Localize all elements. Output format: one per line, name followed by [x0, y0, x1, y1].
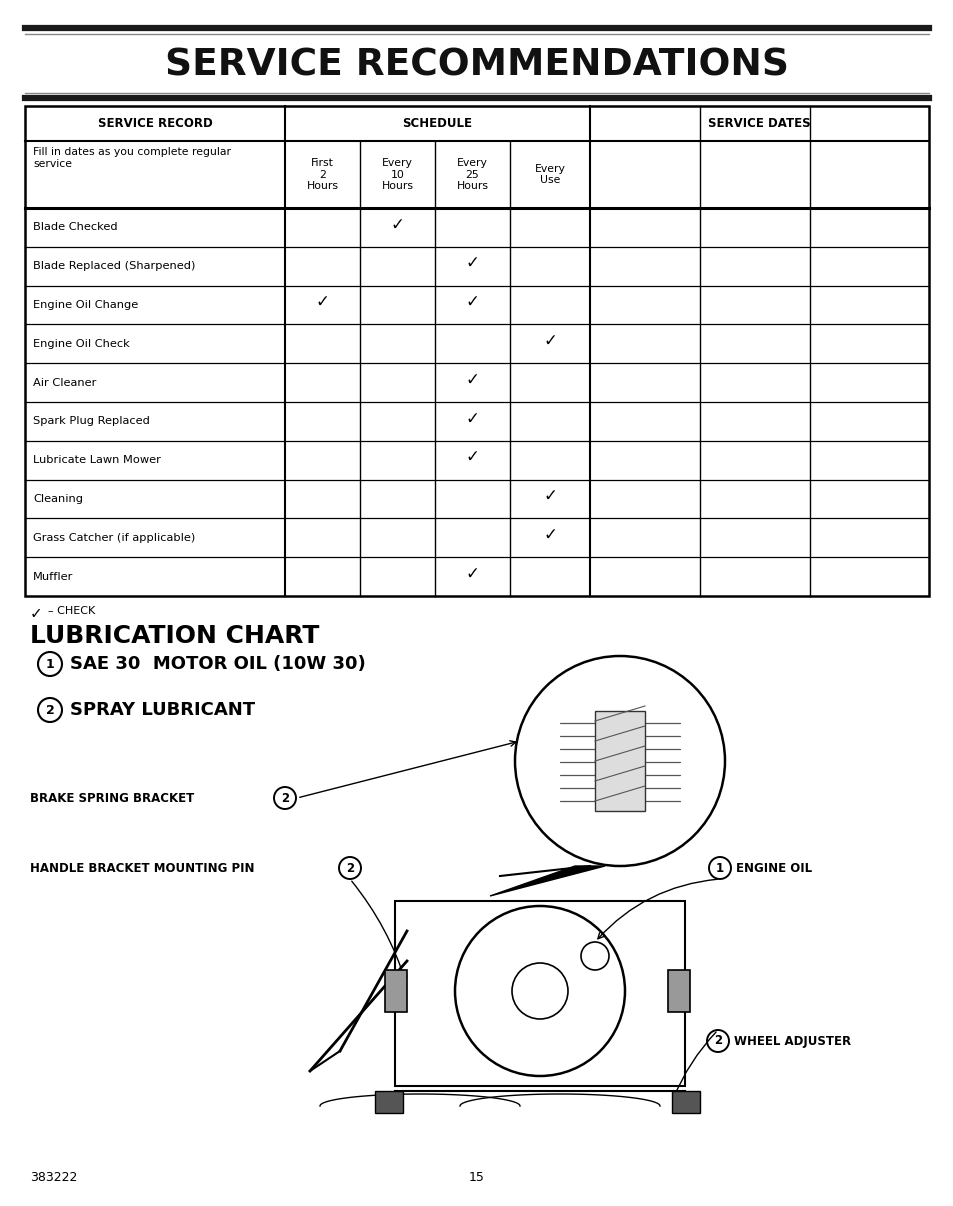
- Text: ✓: ✓: [315, 293, 329, 311]
- Text: 1: 1: [46, 657, 54, 671]
- Text: First
2
Hours: First 2 Hours: [306, 158, 338, 191]
- Text: ✓: ✓: [465, 370, 479, 388]
- Text: Every
10
Hours: Every 10 Hours: [381, 158, 413, 191]
- Text: Blade Replaced (Sharpened): Blade Replaced (Sharpened): [33, 262, 195, 271]
- Text: WHEEL ADJUSTER: WHEEL ADJUSTER: [733, 1035, 850, 1048]
- Text: ✓: ✓: [30, 605, 43, 621]
- Text: SERVICE RECORD: SERVICE RECORD: [97, 117, 213, 130]
- Text: SCHEDULE: SCHEDULE: [402, 117, 472, 130]
- Bar: [25, 106, 928, 596]
- Text: Engine Oil Change: Engine Oil Change: [33, 300, 138, 310]
- Text: SERVICE RECOMMENDATIONS: SERVICE RECOMMENDATIONS: [165, 48, 788, 84]
- Text: SERVICE DATES: SERVICE DATES: [707, 117, 810, 130]
- Text: SPRAY LUBRICANT: SPRAY LUBRICANT: [70, 701, 254, 719]
- Bar: [395, 901, 684, 1085]
- Text: ✓: ✓: [390, 216, 404, 234]
- Text: Spark Plug Replaced: Spark Plug Replaced: [33, 416, 150, 427]
- Text: 2: 2: [280, 791, 289, 804]
- Circle shape: [515, 656, 724, 866]
- Text: ✓: ✓: [542, 487, 557, 505]
- Text: Muffler: Muffler: [33, 572, 73, 581]
- Text: Lubricate Lawn Mower: Lubricate Lawn Mower: [33, 455, 161, 466]
- Text: Every
Use: Every Use: [534, 164, 565, 186]
- Bar: [667, 970, 689, 1012]
- Text: SAE 30  MOTOR OIL (10W 30): SAE 30 MOTOR OIL (10W 30): [70, 655, 365, 673]
- Bar: [375, 1091, 402, 1113]
- Text: Every
25
Hours: Every 25 Hours: [456, 158, 488, 191]
- Text: 2: 2: [346, 861, 354, 874]
- Text: Engine Oil Check: Engine Oil Check: [33, 339, 130, 349]
- Text: 2: 2: [46, 703, 54, 716]
- Circle shape: [580, 942, 608, 970]
- Text: Air Cleaner: Air Cleaner: [33, 377, 96, 387]
- Text: LUBRICATION CHART: LUBRICATION CHART: [30, 624, 319, 648]
- Text: – CHECK: – CHECK: [48, 605, 95, 616]
- Text: Blade Checked: Blade Checked: [33, 222, 117, 233]
- Text: HANDLE BRACKET MOUNTING PIN: HANDLE BRACKET MOUNTING PIN: [30, 861, 254, 874]
- Text: ✓: ✓: [542, 332, 557, 350]
- Text: ✓: ✓: [465, 449, 479, 467]
- Text: ENGINE OIL: ENGINE OIL: [735, 861, 811, 874]
- Text: ✓: ✓: [465, 293, 479, 311]
- Text: Fill in dates as you complete regular
service: Fill in dates as you complete regular se…: [33, 147, 231, 169]
- Text: BRAKE SPRING BRACKET: BRAKE SPRING BRACKET: [30, 791, 194, 804]
- Text: Cleaning: Cleaning: [33, 494, 83, 504]
- Text: Grass Catcher (if applicable): Grass Catcher (if applicable): [33, 533, 195, 543]
- Text: 2: 2: [713, 1035, 721, 1048]
- Text: 383222: 383222: [30, 1171, 77, 1184]
- Bar: [385, 970, 407, 1012]
- Text: 1: 1: [715, 861, 723, 874]
- Text: 15: 15: [469, 1171, 484, 1184]
- Bar: [595, 712, 644, 810]
- Bar: [671, 1091, 700, 1113]
- Text: ✓: ✓: [542, 526, 557, 544]
- Polygon shape: [490, 866, 604, 896]
- Text: ✓: ✓: [465, 254, 479, 273]
- Text: ✓: ✓: [465, 409, 479, 427]
- Text: ✓: ✓: [465, 564, 479, 582]
